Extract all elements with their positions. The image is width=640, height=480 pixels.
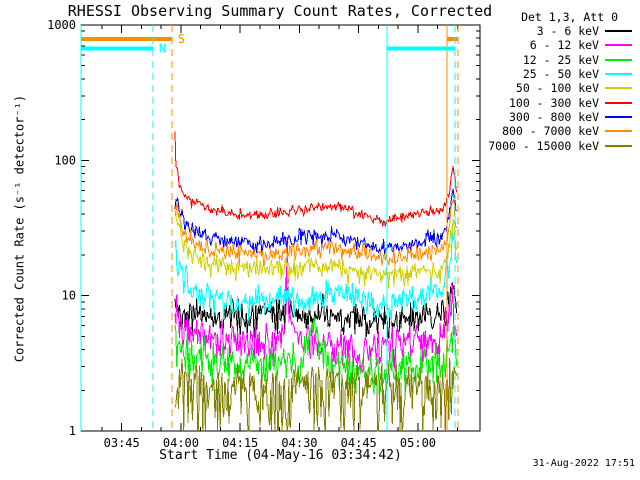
series-7000-15000-keV	[174, 358, 458, 432]
x-tick-label: 05:00	[400, 436, 436, 450]
x-tick-label: 04:45	[341, 436, 377, 450]
legend-item: 12 - 25 keV	[484, 53, 634, 67]
legend-item-swatch-line	[605, 44, 632, 47]
legend-item-label: 100 - 300 keV	[508, 95, 599, 110]
x-tick-label: 04:15	[222, 436, 258, 450]
legend-item: 300 - 800 keV	[484, 110, 634, 124]
y-tick-label: 1	[69, 424, 76, 438]
series-12-25-keV	[174, 315, 458, 397]
x-tick-label: 03:45	[104, 436, 140, 450]
series-50-100-keV	[174, 208, 458, 289]
legend-item-label: 800 - 7000 keV	[502, 124, 599, 139]
generated-timestamp: 31-Aug-2022 17:51	[532, 458, 635, 469]
y-tick-label: 10	[62, 289, 76, 303]
series-6-12-keV	[174, 236, 458, 373]
legend-item: 7000 - 15000 keV	[484, 138, 634, 153]
page-title: RHESSI Observing Summary Count Rates, Co…	[67, 2, 493, 20]
legend-item: 25 - 50 keV	[484, 67, 634, 81]
legend-item-label: 6 - 12 keV	[529, 38, 599, 53]
legend: Det 1,3, Att 0 3 - 6 keV 6 - 12 keV 12 - 2…	[484, 10, 634, 153]
legend-item: 6 - 12 keV	[484, 38, 634, 52]
legend-item: 50 - 100 keV	[484, 81, 634, 95]
legend-item-swatch-line	[605, 101, 632, 104]
legend-item-label: 7000 - 15000 keV	[488, 138, 599, 153]
legend-item-swatch-line	[605, 87, 632, 90]
legend-item-label: 50 - 100 keV	[515, 81, 599, 96]
legend-item-swatch-line	[605, 130, 632, 133]
series-300-800-keV	[174, 188, 458, 255]
legend-item-swatch-line	[605, 115, 632, 118]
legend-item-label: 25 - 50 keV	[522, 67, 599, 82]
legend-item-label: 3 - 6 keV	[536, 24, 599, 39]
legend-item-label: 12 - 25 keV	[522, 52, 599, 67]
flag-indicators: SN	[80, 25, 459, 431]
legend-item-label: 300 - 800 keV	[508, 109, 599, 124]
data-series	[174, 131, 458, 432]
legend-item: 800 - 7000 keV	[484, 124, 634, 138]
series-25-50-keV	[174, 224, 458, 325]
legend-item-swatch-line	[605, 73, 632, 76]
legend-items: 3 - 6 keV 6 - 12 keV 12 - 25 keV 25 - 50 ke…	[484, 24, 634, 153]
legend-item-swatch-line	[605, 58, 632, 61]
y-tick-label: 1000	[47, 18, 76, 32]
legend-item: 3 - 6 keV	[484, 24, 634, 38]
x-tick-label: 04:00	[163, 436, 199, 450]
series-800-7000-keV	[174, 198, 458, 267]
flag-label-N: N	[159, 42, 166, 56]
legend-item-swatch-line	[605, 30, 632, 33]
y-tick-label: 100	[54, 153, 76, 167]
legend-item-swatch-line	[605, 144, 632, 147]
legend-title: Det 1,3, Att 0	[521, 10, 618, 24]
legend-item: 100 - 300 keV	[484, 95, 634, 110]
flag-label-S: S	[178, 32, 185, 46]
x-axis-label: Start Time (04-May-16 03:34:42)	[159, 448, 402, 463]
series-100-300-keV	[174, 131, 458, 227]
x-tick-label: 04:30	[281, 436, 317, 450]
axes: 1000 100 10 1 03:45 04:00 04:15 04:30 04:45 05:00	[47, 18, 481, 450]
y-axis-label: Corrected Count Rate (s⁻¹ detector⁻¹)	[12, 94, 27, 363]
